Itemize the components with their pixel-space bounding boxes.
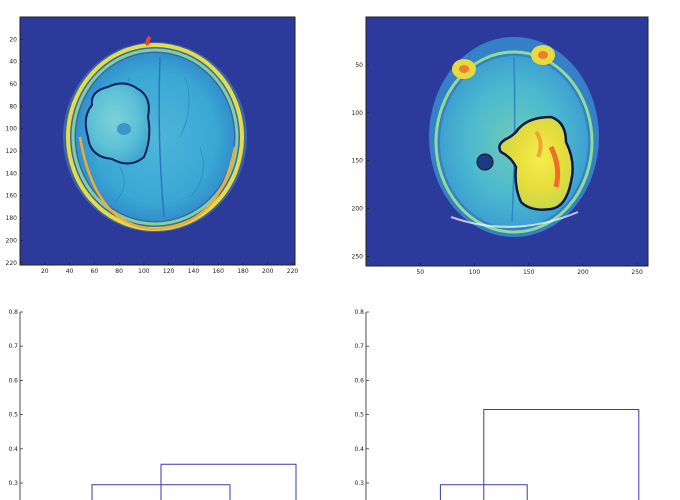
dendrogram-link bbox=[161, 464, 296, 500]
dendrogram-y-tick-label: 0.6 bbox=[8, 377, 18, 384]
y-tick-label: 50 bbox=[355, 62, 363, 69]
dendrogram-y-tick-label: 0.8 bbox=[354, 309, 364, 316]
dendrogram-y-tick-label: 0.5 bbox=[8, 412, 18, 419]
dendrogram-y-tick-label: 0.4 bbox=[8, 446, 18, 453]
y-tick-label: 80 bbox=[9, 103, 17, 110]
dendrogram-y-tick-label: 0.8 bbox=[8, 309, 18, 316]
y-tick-label: 100 bbox=[6, 126, 18, 133]
y-tick-label: 150 bbox=[352, 158, 364, 165]
y-tick-label: 200 bbox=[6, 237, 18, 244]
x-tick-label: 20 bbox=[41, 268, 49, 275]
x-tick-label: 250 bbox=[631, 269, 643, 276]
y-tick-label: 120 bbox=[6, 148, 18, 155]
x-tick-label: 160 bbox=[212, 268, 224, 275]
x-tick-label: 80 bbox=[115, 268, 123, 275]
x-tick-label: 120 bbox=[163, 268, 175, 275]
dendrogram-y-tick-label: 0.3 bbox=[354, 480, 364, 487]
dendrogram-y-tick-label: 0.7 bbox=[8, 343, 18, 350]
x-tick-label: 140 bbox=[188, 268, 200, 275]
heatmap-frame bbox=[366, 17, 648, 266]
x-tick-label: 200 bbox=[577, 269, 589, 276]
y-tick-label: 40 bbox=[9, 59, 17, 66]
y-tick-label: 60 bbox=[9, 81, 17, 88]
y-tick-label: 220 bbox=[6, 260, 18, 267]
dendrogram-y-tick-label: 0.3 bbox=[8, 480, 18, 487]
x-tick-label: 60 bbox=[91, 268, 99, 275]
y-tick-label: 20 bbox=[9, 36, 17, 43]
x-tick-label: 150 bbox=[523, 269, 535, 276]
x-tick-label: 50 bbox=[416, 269, 424, 276]
y-tick-label: 200 bbox=[352, 206, 364, 213]
y-tick-label: 100 bbox=[352, 110, 364, 117]
dendrogram-y-tick-label: 0.6 bbox=[354, 377, 364, 384]
y-tick-label: 160 bbox=[6, 193, 18, 200]
x-tick-label: 200 bbox=[262, 268, 274, 275]
dendrogram-y-tick-label: 0.4 bbox=[354, 446, 364, 453]
x-tick-label: 100 bbox=[138, 268, 150, 275]
y-tick-label: 180 bbox=[6, 215, 18, 222]
dendrogram-y-tick-label: 0.7 bbox=[354, 343, 364, 350]
x-tick-label: 180 bbox=[237, 268, 249, 275]
y-tick-label: 250 bbox=[352, 253, 364, 260]
dendrogram-link bbox=[484, 409, 639, 500]
x-tick-label: 100 bbox=[469, 269, 481, 276]
x-tick-label: 220 bbox=[287, 268, 299, 275]
heatmap-frame bbox=[20, 17, 295, 265]
x-tick-label: 40 bbox=[66, 268, 74, 275]
dendrogram-y-tick-label: 0.5 bbox=[354, 412, 364, 419]
y-tick-label: 140 bbox=[6, 170, 18, 177]
